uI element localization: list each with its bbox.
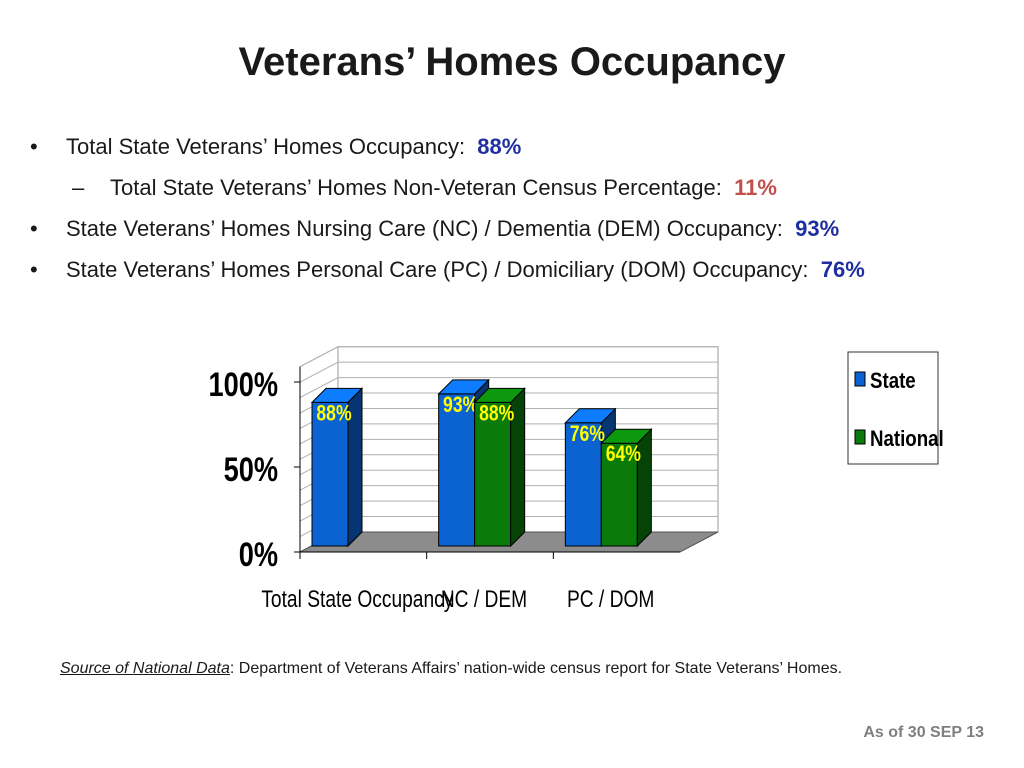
y-tick-label: 100% [208, 365, 278, 404]
bullet-item: • Total State Veterans’ Homes Occupancy: … [30, 126, 865, 167]
bullet-value: 88% [477, 134, 522, 159]
bullet-value: 11% [734, 175, 777, 200]
bullet-text: State Veterans’ Homes Nursing Care (NC) … [66, 216, 783, 241]
bullet-marker: – [72, 175, 85, 200]
data-label: 64% [606, 442, 641, 466]
bar-state-front [438, 393, 476, 547]
source-text: : Department of Veterans Affairs’ nation… [229, 660, 843, 677]
bullet-marker: • [30, 134, 38, 159]
x-tick-label: NC / DEM [441, 585, 527, 613]
data-label: 88% [316, 402, 351, 426]
legend-label: State [870, 370, 916, 394]
source-label: Source of National Data [60, 660, 230, 677]
occupancy-bar-chart: 0% 50% 100% Total State Occupancy 88% NC / DE… [208, 345, 944, 613]
source-note: Source of National Data: Department of V… [60, 660, 842, 678]
y-tick-label: 50% [224, 450, 278, 489]
y-tick-label: 0% [239, 535, 278, 574]
x-tick-label: PC / DOM [567, 585, 654, 613]
data-label: 76% [570, 422, 605, 446]
as-of-date: As of 30 SEP 13 [863, 724, 984, 741]
legend-label: National [870, 428, 944, 452]
bullet-marker: • [30, 257, 38, 282]
bullet-list: • Total State Veterans’ Homes Occupancy: … [30, 126, 865, 290]
bar-state-top [564, 408, 617, 424]
bullet-value: 93% [795, 216, 840, 241]
bullet-marker: • [30, 216, 38, 241]
x-tick-label: Total State Occupancy [261, 585, 453, 613]
data-label: 88% [479, 402, 514, 426]
bullet-text: Total State Veterans’ Homes Occupancy: [66, 134, 466, 159]
legend-swatch-state [854, 371, 866, 387]
gridline [299, 346, 718, 368]
bar-state-front [564, 422, 602, 547]
bar-state-front [311, 401, 349, 547]
gridline [299, 361, 718, 383]
legend-swatch-national [854, 429, 866, 445]
bar-state-top [437, 379, 490, 395]
bar-national-front [474, 401, 512, 547]
bar-national-top [600, 428, 653, 444]
bullet-text: Total State Veterans’ Homes Non-Veteran … [110, 175, 722, 200]
gridline [299, 377, 718, 399]
bullet-value: 76% [820, 257, 865, 282]
bullet-text: State Veterans’ Homes Personal Care (PC)… [66, 257, 809, 282]
bullet-item: • State Veterans’ Homes Nursing Care (NC)… [30, 208, 865, 249]
bar-state-top [310, 387, 364, 403]
data-label: 93% [443, 393, 478, 417]
legend-box [847, 351, 939, 465]
bullet-item: • State Veterans’ Homes Personal Care (PC… [30, 249, 865, 290]
slide-title: Veterans’ Homes Occupancy [238, 40, 786, 84]
bar-national-top [473, 387, 526, 403]
sub-bullet-item: – Total State Veterans’ Homes Non-Veteran… [30, 167, 865, 208]
